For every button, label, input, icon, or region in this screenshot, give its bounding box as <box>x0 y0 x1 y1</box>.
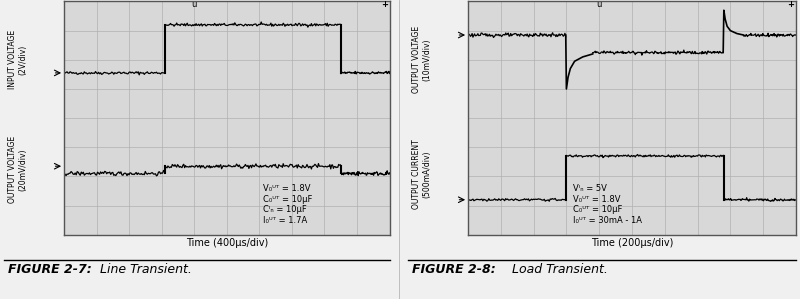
Text: Line Transient.: Line Transient. <box>100 263 192 276</box>
Text: FIGURE 2-7:: FIGURE 2-7: <box>8 263 92 276</box>
Text: +: + <box>787 0 794 9</box>
Text: +: + <box>382 0 388 9</box>
Text: Load Transient.: Load Transient. <box>512 263 608 276</box>
Text: Time (400μs/div): Time (400μs/div) <box>186 238 268 248</box>
Text: Time (200μs/div): Time (200μs/div) <box>591 238 673 248</box>
Text: INPUT VOLTAGE
(2V/div): INPUT VOLTAGE (2V/div) <box>8 30 27 89</box>
Text: OUTPUT VOLTAGE
(20mV/div): OUTPUT VOLTAGE (20mV/div) <box>8 136 27 203</box>
Text: V₀ᵁᵀ = 1.8V
C₀ᵁᵀ = 10μF
Cᴵₙ = 10μF
I₀ᵁᵀ = 1.7A: V₀ᵁᵀ = 1.8V C₀ᵁᵀ = 10μF Cᴵₙ = 10μF I₀ᵁᵀ … <box>262 184 312 225</box>
Text: OUTPUT CURRENT
(500mA/div): OUTPUT CURRENT (500mA/div) <box>412 139 431 209</box>
Text: OUTPUT VOLTAGE
(10mV/div): OUTPUT VOLTAGE (10mV/div) <box>412 26 431 93</box>
Text: FIGURE 2-8:: FIGURE 2-8: <box>412 263 496 276</box>
Text: u: u <box>597 0 602 9</box>
Text: u: u <box>191 0 197 9</box>
Text: Vᴵₙ = 5V
V₀ᵁᵀ = 1.8V
C₀ᵁᵀ = 10μF
I₀ᵁᵀ = 30mA - 1A: Vᴵₙ = 5V V₀ᵁᵀ = 1.8V C₀ᵁᵀ = 10μF I₀ᵁᵀ = … <box>573 184 642 225</box>
